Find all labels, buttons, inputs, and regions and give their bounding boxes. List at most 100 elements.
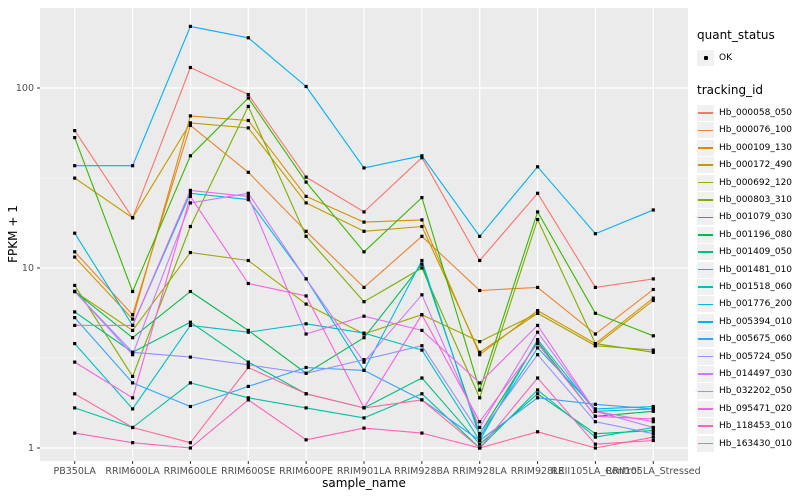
- data-point: [131, 374, 135, 378]
- legend-item-label: Hb_095471_020: [719, 403, 793, 414]
- data-point: [420, 156, 424, 160]
- data-point: [362, 300, 366, 304]
- data-point: [536, 353, 540, 357]
- x-tick-label: RRIM600LE: [164, 466, 218, 477]
- legend-key-swatch: [697, 313, 714, 330]
- y-tick-label: 1: [28, 443, 34, 454]
- data-point: [188, 323, 192, 327]
- data-point: [304, 277, 308, 281]
- data-point: [651, 407, 655, 411]
- data-point: [651, 438, 655, 443]
- data-point: [73, 323, 77, 327]
- legend-line-icon: [698, 129, 713, 132]
- legend-line-icon: [698, 425, 713, 427]
- data-point: [304, 371, 308, 375]
- data-point: [188, 355, 192, 359]
- data-point: [420, 266, 424, 270]
- legend-item-label: Hb_000692_120: [719, 177, 793, 188]
- data-point: [478, 420, 482, 424]
- legend-title-tracking-id: tracking_id: [697, 83, 764, 98]
- data-point: [131, 353, 135, 357]
- data-point: [73, 176, 77, 180]
- data-point: [246, 398, 250, 402]
- data-point: [188, 24, 192, 28]
- data-point: [73, 342, 77, 346]
- legend-key-swatch: [697, 435, 714, 452]
- legend-key-swatch: [697, 383, 714, 400]
- data-point: [362, 336, 366, 340]
- data-point: [593, 285, 597, 289]
- data-point: [362, 406, 366, 410]
- data-point: [478, 388, 482, 392]
- data-point: [362, 229, 366, 233]
- legend-line-icon: [698, 373, 713, 375]
- data-point: [362, 368, 366, 372]
- data-point: [420, 398, 424, 402]
- data-point: [593, 442, 597, 446]
- legend-item-Hb_095471_020: Hb_095471_020: [697, 400, 799, 417]
- data-point: [593, 409, 597, 413]
- data-point: [536, 165, 540, 169]
- data-point: [593, 342, 597, 346]
- data-point: [536, 311, 540, 315]
- data-point: [536, 342, 540, 346]
- data-point: [246, 328, 250, 332]
- legend-key-swatch: [697, 139, 714, 156]
- legend-line-icon: [698, 199, 713, 201]
- data-point: [304, 392, 308, 396]
- data-point: [420, 234, 424, 238]
- legend-key-swatch: [697, 244, 714, 261]
- data-point: [362, 220, 366, 224]
- legend-item-label: Hb_014497_030: [719, 368, 793, 379]
- legend-item-Hb_000803_310: Hb_000803_310: [697, 191, 799, 209]
- legend-item-Hb_032202_050: Hb_032202_050: [697, 383, 799, 400]
- data-point: [362, 166, 366, 170]
- legend-item-label: Hb_005394_010: [719, 316, 793, 327]
- data-point: [478, 446, 482, 450]
- data-point: [478, 425, 482, 430]
- data-point: [188, 441, 192, 445]
- legend-item-label: Hb_001481_010: [719, 264, 793, 275]
- legend-item-Hb_001481_010: Hb_001481_010: [697, 261, 799, 278]
- data-point: [420, 392, 424, 396]
- data-point: [420, 224, 424, 229]
- legend-item-Hb_014497_030: Hb_014497_030: [697, 365, 799, 382]
- ok-point-marker-icon: [703, 55, 708, 60]
- data-point: [478, 258, 482, 263]
- data-point: [478, 442, 482, 446]
- data-point: [188, 201, 192, 205]
- data-point: [246, 118, 250, 123]
- data-point: [131, 381, 135, 385]
- x-tick-label: RRIM928LE: [511, 466, 565, 477]
- data-point: [593, 311, 597, 315]
- x-tick-label: RRIM600LA: [105, 466, 160, 477]
- legend-line-icon: [698, 303, 713, 306]
- data-point: [651, 350, 655, 354]
- legend-item-label: Hb_001409_050: [719, 247, 793, 258]
- data-point: [362, 250, 366, 254]
- legend-key-swatch: [697, 174, 714, 191]
- data-point: [73, 136, 77, 140]
- data-point: [131, 313, 135, 317]
- legend-item-ok: OK: [697, 49, 799, 66]
- legend-key-swatch: [697, 49, 714, 66]
- data-point: [73, 283, 77, 287]
- legend-item-label: Hb_118453_010: [719, 421, 793, 432]
- data-point: [304, 84, 308, 89]
- legend-item-label: Hb_005675_060: [719, 334, 793, 345]
- data-point: [593, 435, 597, 439]
- data-point: [246, 396, 250, 400]
- legend-item-Hb_001079_030: Hb_001079_030: [697, 209, 799, 226]
- data-point: [536, 392, 540, 396]
- data-point: [304, 294, 308, 298]
- data-point: [131, 289, 135, 294]
- data-point: [246, 191, 250, 195]
- legend-item-Hb_001776_200: Hb_001776_200: [697, 296, 799, 313]
- legend-line-icon: [698, 320, 713, 323]
- data-point: [651, 287, 655, 292]
- data-point: [73, 164, 77, 168]
- legend-key-swatch: [697, 331, 714, 348]
- legend-item-label: Hb_001776_200: [719, 299, 793, 310]
- legend-key-swatch: [697, 418, 714, 435]
